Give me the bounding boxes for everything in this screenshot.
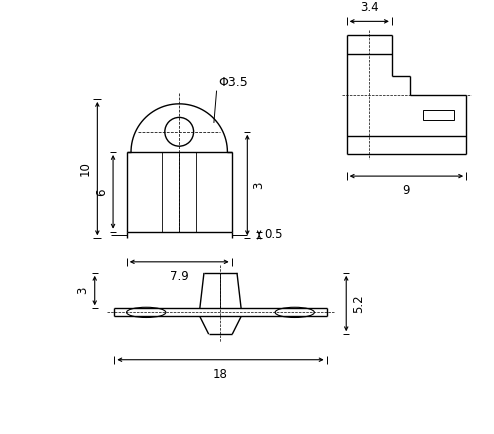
Text: Φ3.5: Φ3.5: [218, 76, 248, 89]
Text: 6: 6: [95, 188, 108, 196]
Text: 5.2: 5.2: [352, 294, 365, 313]
Text: 10: 10: [79, 161, 91, 176]
Text: 0.5: 0.5: [264, 228, 283, 241]
Text: 3: 3: [252, 181, 265, 189]
Text: 9: 9: [403, 184, 410, 197]
Text: 3: 3: [76, 287, 89, 294]
Bar: [423, 110, 453, 121]
Text: 7.9: 7.9: [170, 270, 189, 283]
Text: 18: 18: [213, 368, 228, 381]
Text: 3.4: 3.4: [360, 1, 378, 14]
